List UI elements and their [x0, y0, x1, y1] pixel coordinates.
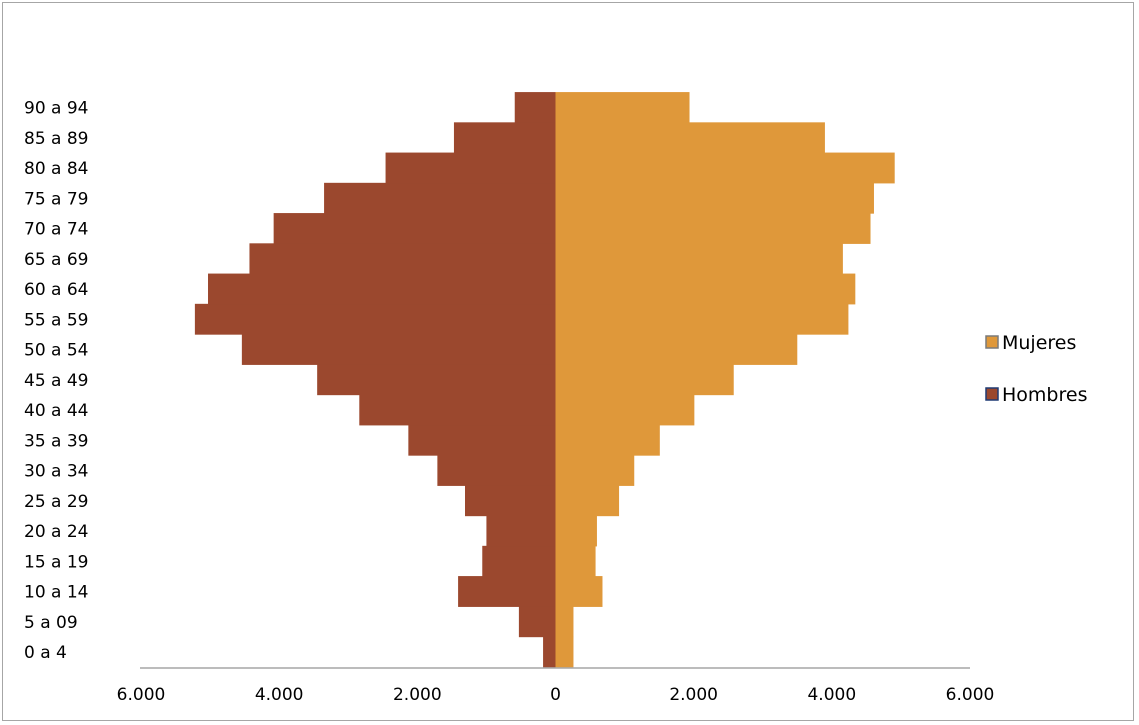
bar-hombres-15 [324, 182, 556, 214]
y-tick-label: 30 a 34 [24, 462, 89, 482]
bar-hombres-16 [385, 152, 556, 184]
y-tick-label: 40 a 44 [24, 401, 89, 421]
bar-mujeres-7 [555, 424, 660, 456]
y-tick-label: 90 a 94 [24, 99, 89, 119]
y-axis-labels: 0 a 4 5 a 09 10 a 14 15 a 19 20 a 24 25 a 29 3… [24, 99, 89, 664]
bar-hombres-2 [458, 576, 556, 607]
bar-mujeres-0 [555, 636, 574, 668]
bar-mujeres-15 [555, 182, 874, 214]
y-tick-label: 35 a 39 [24, 431, 89, 451]
mujeres-bars [555, 92, 895, 668]
bar-hombres-7 [408, 424, 556, 456]
y-tick-label: 70 a 74 [24, 220, 89, 240]
bar-mujeres-18 [555, 92, 690, 123]
legend-label-mujeres: Mujeres [1002, 332, 1076, 354]
y-tick-label: 60 a 64 [24, 280, 89, 300]
bar-mujeres-3 [555, 545, 596, 577]
y-tick-label: 0 a 4 [24, 643, 67, 663]
bar-mujeres-12 [555, 273, 856, 305]
y-tick-label: 5 a 09 [24, 613, 78, 633]
bar-mujeres-11 [555, 303, 849, 335]
bar-hombres-14 [273, 213, 556, 244]
x-tick-label: 6.000 [946, 685, 995, 705]
bar-hombres-3 [482, 545, 556, 577]
bar-mujeres-8 [555, 394, 695, 426]
legend-swatch-mujeres [985, 335, 999, 349]
x-axis: 6.000 4.000 2.000 0 2.000 4.000 6.000 [117, 667, 995, 705]
bar-hombres-9 [317, 364, 556, 396]
bar-mujeres-6 [555, 455, 635, 486]
bar-mujeres-10 [555, 334, 798, 365]
bar-mujeres-4 [555, 515, 597, 547]
bar-hombres-5 [465, 485, 556, 517]
legend-item-mujeres[interactable]: Mujeres [985, 332, 1076, 354]
y-tick-label: 45 a 49 [24, 371, 89, 391]
bar-hombres-4 [486, 515, 556, 547]
bar-mujeres-13 [555, 243, 843, 275]
x-tick-label: 6.000 [117, 685, 166, 705]
bar-mujeres-14 [555, 213, 871, 244]
bar-mujeres-5 [555, 485, 620, 517]
y-tick-label: 55 a 59 [24, 310, 89, 330]
y-tick-label: 80 a 84 [24, 159, 89, 179]
x-tick-label: 2.000 [669, 685, 718, 705]
bar-mujeres-17 [555, 122, 825, 154]
bar-hombres-12 [208, 273, 556, 305]
bar-hombres-17 [453, 122, 556, 154]
y-tick-label: 15 a 19 [24, 552, 89, 572]
y-tick-label: 85 a 89 [24, 129, 89, 149]
y-tick-label: 65 a 69 [24, 250, 89, 270]
y-tick-label: 25 a 29 [24, 492, 89, 512]
bar-hombres-13 [249, 243, 556, 275]
y-tick-label: 50 a 54 [24, 341, 89, 361]
x-tick-label: 2.000 [393, 685, 442, 705]
x-tick-label: 4.000 [807, 685, 856, 705]
bar-hombres-6 [437, 455, 556, 486]
x-tick-label: 0 [550, 685, 561, 705]
hombres-bars [194, 92, 556, 668]
bar-hombres-0 [543, 636, 556, 668]
bar-mujeres-2 [555, 576, 603, 607]
bar-hombres-11 [194, 303, 556, 335]
bar-mujeres-9 [555, 364, 734, 396]
y-tick-label: 10 a 14 [24, 583, 89, 603]
bar-hombres-10 [241, 334, 556, 365]
y-tick-label: 75 a 79 [24, 189, 89, 209]
legend-swatch-hombres [985, 387, 999, 401]
bar-mujeres-16 [555, 152, 895, 184]
bar-mujeres-1 [555, 606, 574, 638]
bar-hombres-8 [359, 394, 556, 426]
bar-hombres-1 [518, 606, 556, 638]
bar-hombres-18 [514, 92, 556, 123]
x-tick-label: 4.000 [255, 685, 304, 705]
y-tick-label: 20 a 24 [24, 522, 89, 542]
legend: Mujeres Hombres [985, 332, 1087, 406]
legend-label-hombres: Hombres [1002, 384, 1087, 406]
legend-item-hombres[interactable]: Hombres [985, 384, 1087, 406]
